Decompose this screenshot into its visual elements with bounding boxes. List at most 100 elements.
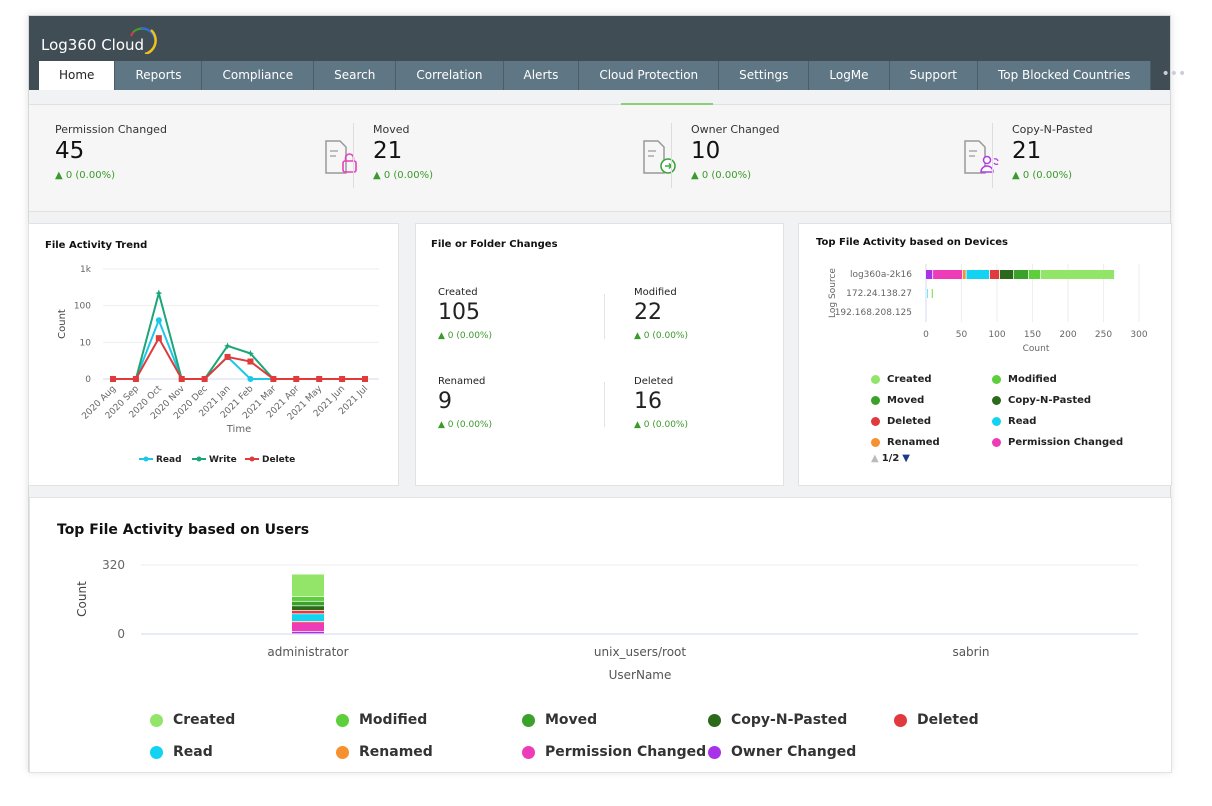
bar-segment-deleted[interactable] [292, 610, 324, 614]
legend-pager: ▲ 1/2 ▼ [871, 453, 910, 464]
tab-search[interactable]: Search [314, 61, 397, 90]
tab-logme[interactable]: LogMe [809, 61, 890, 90]
pager-up-icon[interactable]: ▲ [871, 453, 879, 464]
bar-segment-modified[interactable] [1028, 270, 1041, 279]
data-point[interactable] [178, 376, 185, 382]
data-point[interactable] [155, 317, 162, 324]
data-point[interactable] [132, 376, 139, 382]
y-tick-label: 0 [117, 627, 125, 641]
tab-settings[interactable]: Settings [719, 61, 810, 90]
tab-support[interactable]: Support [889, 61, 978, 90]
kpi-value: 21 [1012, 138, 1042, 164]
legend-item[interactable]: Moved [871, 395, 924, 406]
bar-segment-renamed[interactable] [292, 621, 324, 623]
legend-dot [336, 745, 349, 759]
data-point[interactable] [270, 376, 277, 382]
legend-dot [992, 417, 1001, 426]
data-point[interactable] [224, 342, 232, 350]
kpi-value: 21 [373, 138, 403, 164]
more-tabs-button[interactable]: ••• [1161, 66, 1187, 82]
tab-compliance[interactable]: Compliance [202, 61, 315, 90]
tab-cloud-protection[interactable]: Cloud Protection [579, 61, 720, 90]
legend-item[interactable]: Modified [992, 374, 1057, 385]
data-point[interactable] [110, 376, 116, 382]
legend-item[interactable]: Renamed [336, 744, 433, 760]
kpi-card: Owner Changed 10 ▲ 0 (0.00%) [691, 123, 780, 181]
data-point[interactable] [247, 376, 254, 382]
legend-item[interactable]: Deleted [894, 712, 979, 728]
bar-segment-owner-changed[interactable] [926, 270, 933, 279]
legend-item[interactable]: Moved [522, 712, 597, 728]
data-point[interactable] [224, 353, 231, 360]
bar-segment-moved[interactable] [1014, 270, 1029, 279]
legend-dot [150, 745, 163, 759]
stat-value: 16 [634, 389, 662, 414]
x-tick-label: 100 [988, 330, 1005, 340]
tab-correlation[interactable]: Correlation [396, 61, 504, 90]
data-point[interactable] [339, 376, 346, 382]
legend-item[interactable]: Created [150, 712, 235, 728]
pager-down-icon[interactable]: ▼ [902, 453, 910, 464]
legend-item[interactable]: Deleted [871, 416, 931, 427]
legend-label: Moved [887, 395, 925, 406]
tab-reports[interactable]: Reports [115, 61, 203, 90]
legend-item[interactable]: Permission Changed [992, 437, 1123, 448]
bar-segment-created[interactable] [931, 289, 934, 298]
data-point[interactable] [362, 376, 368, 382]
tab-top-blocked-countries[interactable]: Top Blocked Countries [977, 61, 1152, 90]
bar-segment-copy-n-pasted[interactable] [999, 270, 1014, 279]
x-tick-label: 150 [1024, 330, 1041, 340]
y-tick-label: 10 [80, 338, 92, 348]
bar-segment-created[interactable] [1041, 270, 1115, 279]
data-point[interactable] [247, 358, 254, 365]
legend-item[interactable]: Owner Changed [708, 744, 856, 760]
kpi-label: Moved [373, 123, 410, 136]
bar-segment-read[interactable] [927, 289, 929, 298]
legend-item[interactable]: Delete [262, 455, 295, 465]
kpi-card: Copy-N-Pasted 21 ▲ 0 (0.00%) [1012, 123, 1093, 181]
legend-dot [871, 417, 880, 426]
data-point[interactable] [155, 335, 162, 342]
legend-item[interactable]: Read [156, 455, 182, 465]
tab-home[interactable]: Home [39, 61, 116, 90]
legend-item[interactable]: Copy-N-Pasted [992, 395, 1091, 406]
bar-segment-copy-n-pasted[interactable] [292, 606, 324, 611]
legend-dot [336, 713, 349, 727]
bar-segment-created[interactable] [292, 574, 324, 597]
legend-item[interactable]: Read [992, 416, 1036, 427]
legend-label: Modified [1008, 374, 1057, 385]
kpi-label: Copy-N-Pasted [1012, 123, 1093, 136]
stat-change: ▲ 0 (0.00%) [634, 420, 688, 430]
data-point[interactable] [293, 376, 300, 382]
legend-item[interactable]: Modified [336, 712, 427, 728]
legend-item[interactable]: Created [871, 374, 932, 385]
bar-segment-owner-changed[interactable] [292, 631, 324, 634]
data-point[interactable] [155, 289, 163, 297]
legend-item[interactable]: Read [150, 744, 213, 760]
bar-segment-permission-changed[interactable] [933, 270, 963, 279]
stat-value: 105 [438, 300, 480, 325]
stat-label: Renamed [438, 376, 486, 387]
legend-dot [992, 396, 1001, 405]
bar-segment-deleted[interactable] [989, 270, 1000, 279]
bar-segment-read[interactable] [292, 614, 324, 622]
legend-label: Renamed [887, 437, 940, 448]
tab-alerts[interactable]: Alerts [503, 61, 580, 90]
kpi-label: Owner Changed [691, 123, 780, 136]
x-tick-label: sabrin [952, 645, 989, 659]
bar-segment-modified[interactable] [292, 596, 324, 601]
main-nav: Home Reports Compliance Search Correlation Al… [39, 61, 1196, 90]
legend-item[interactable]: Copy-N-Pasted [708, 712, 847, 728]
legend-item[interactable]: Write [209, 455, 237, 465]
data-point[interactable] [316, 376, 323, 382]
x-tick-label: 250 [1095, 330, 1112, 340]
legend-item[interactable]: Renamed [871, 437, 940, 448]
bar-segment-moved[interactable] [292, 601, 324, 606]
legend-item[interactable]: Permission Changed [522, 744, 706, 760]
bar-segment-permission-changed[interactable] [292, 622, 324, 632]
bar-segment-renamed[interactable] [962, 270, 966, 279]
legend-dot [894, 713, 907, 727]
data-point[interactable] [246, 349, 254, 357]
data-point[interactable] [201, 376, 208, 382]
bar-segment-read[interactable] [966, 270, 990, 279]
